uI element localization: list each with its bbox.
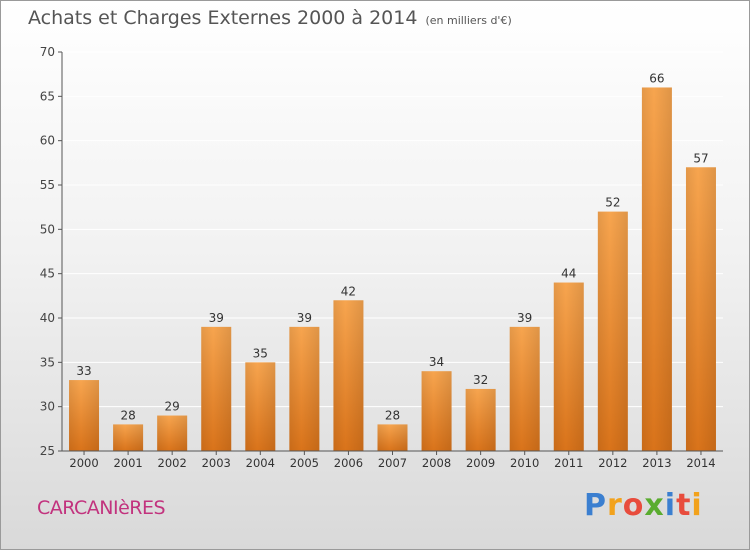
bar-shade [245, 362, 276, 451]
data-label: 39 [297, 311, 312, 325]
bar-shade [69, 380, 100, 451]
data-label: 33 [76, 364, 91, 378]
data-label: 52 [605, 196, 620, 210]
bar-shade [509, 326, 540, 451]
x-tick-label: 2006 [334, 456, 363, 470]
chart-title-text: Achats et Charges Externes 2000 à 2014 [28, 7, 418, 29]
bar-shade [113, 424, 144, 451]
data-label: 34 [429, 355, 444, 369]
y-tick-label: 50 [40, 222, 55, 236]
data-label: 29 [165, 400, 180, 414]
logo-letter: t [676, 488, 692, 523]
data-label: 57 [693, 151, 708, 165]
y-tick-label: 25 [40, 444, 55, 458]
x-tick-label: 2013 [642, 456, 671, 470]
proxiti-logo: Proxiti [584, 488, 703, 523]
data-label: 39 [209, 311, 224, 325]
x-tick-label: 2012 [598, 456, 627, 470]
bar-shade [685, 167, 716, 451]
bar-shade [641, 87, 672, 451]
y-tick-label: 70 [40, 45, 55, 59]
x-tick-label: 2007 [378, 456, 407, 470]
y-tick-label: 60 [40, 134, 55, 148]
x-tick-label: 2004 [246, 456, 275, 470]
data-label: 66 [649, 71, 664, 85]
x-tick-label: 2002 [158, 456, 187, 470]
x-tick-label: 2014 [686, 456, 715, 470]
x-tick-label: 2008 [422, 456, 451, 470]
data-label: 32 [473, 373, 488, 387]
y-tick-label: 55 [40, 178, 55, 192]
y-tick-label: 35 [40, 355, 55, 369]
logo-letter: o [622, 488, 645, 523]
y-tick-label: 30 [40, 400, 55, 414]
bar-shade [421, 371, 452, 451]
logo-letter: x [644, 488, 665, 523]
logo-letter: r [607, 488, 623, 523]
bar-shade [553, 282, 584, 451]
bar-shade [333, 300, 364, 451]
x-tick-label: 2009 [466, 456, 495, 470]
y-tick-label: 40 [40, 311, 55, 325]
bar-shade [377, 424, 408, 451]
logo-letter: i [691, 488, 703, 523]
commune-name: CARCANIèRES [37, 497, 166, 519]
data-label: 28 [385, 408, 400, 422]
chart-unit: (en milliers d'€) [425, 14, 512, 27]
data-label: 35 [253, 346, 268, 360]
y-tick-label: 65 [40, 89, 55, 103]
bar-shade [597, 211, 628, 451]
data-label: 28 [120, 408, 135, 422]
chart-title: Achats et Charges Externes 2000 à 2014 (e… [28, 7, 512, 29]
logo-letter: i [664, 488, 677, 523]
x-tick-label: 2010 [510, 456, 539, 470]
bar-shade [289, 326, 320, 451]
data-label: 44 [561, 267, 576, 281]
logo-letter: P [584, 488, 607, 523]
bar-shade [465, 388, 496, 451]
x-tick-label: 2011 [554, 456, 583, 470]
bar-shade [157, 415, 188, 451]
data-label: 39 [517, 311, 532, 325]
x-tick-label: 2003 [202, 456, 231, 470]
x-tick-label: 2005 [290, 456, 319, 470]
x-tick-label: 2000 [69, 456, 98, 470]
x-tick-label: 2001 [113, 456, 142, 470]
data-label: 42 [341, 284, 356, 298]
y-tick-label: 45 [40, 267, 55, 281]
bar-shade [201, 326, 232, 451]
